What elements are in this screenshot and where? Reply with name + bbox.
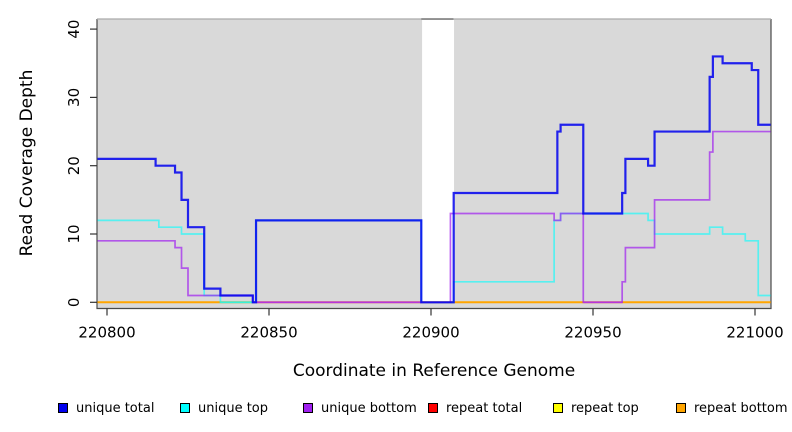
legend-label: repeat bottom bbox=[694, 400, 788, 416]
legend-label: repeat total bbox=[446, 400, 523, 416]
y-tick-label: 30 bbox=[65, 88, 83, 107]
legend: unique total unique top unique bottom repea… bbox=[0, 398, 792, 422]
legend-item-unique-top: unique top bbox=[180, 398, 268, 418]
legend-label: unique bottom bbox=[321, 400, 417, 416]
legend-item-unique-bottom: unique bottom bbox=[303, 398, 417, 418]
legend-item-unique-total: unique total bbox=[58, 398, 154, 418]
legend-item-repeat-bottom: repeat bottom bbox=[676, 398, 788, 418]
y-tick-label: 20 bbox=[65, 156, 83, 175]
legend-swatch-icon bbox=[676, 403, 686, 413]
legend-label: unique top bbox=[198, 400, 269, 416]
legend-item-repeat-top: repeat top bbox=[553, 398, 639, 418]
x-tick-label: 220850 bbox=[240, 324, 297, 342]
y-tick-label: 10 bbox=[65, 224, 83, 243]
legend-swatch-icon bbox=[553, 403, 563, 413]
plot-border bbox=[96, 19, 772, 310]
y-tick-label: 40 bbox=[65, 20, 83, 39]
legend-item-repeat-total: repeat total bbox=[428, 398, 522, 418]
coverage-chart: 220800 220850 220900 220950 221000 0 10 20 30 40 bbox=[65, 18, 784, 342]
series-line-unique-total bbox=[97, 55, 771, 304]
legend-swatch-icon bbox=[58, 403, 68, 413]
legend-swatch-icon bbox=[428, 403, 438, 413]
y-tick-label: 0 bbox=[65, 298, 83, 308]
legend-label: repeat top bbox=[571, 400, 639, 416]
y-axis-title: Read Coverage Depth bbox=[17, 69, 37, 257]
x-tick-label: 220950 bbox=[564, 324, 621, 342]
series-line-unique-bottom bbox=[97, 130, 771, 304]
x-tick-label: 220800 bbox=[78, 324, 135, 342]
masked-region bbox=[422, 20, 455, 302]
x-tick-label: 220900 bbox=[402, 324, 459, 342]
legend-label: unique total bbox=[76, 400, 155, 416]
legend-swatch-icon bbox=[180, 403, 190, 413]
x-tick-label: 221000 bbox=[726, 324, 783, 342]
legend-swatch-icon bbox=[303, 403, 313, 413]
x-axis-title: Coordinate in Reference Genome bbox=[292, 361, 576, 381]
